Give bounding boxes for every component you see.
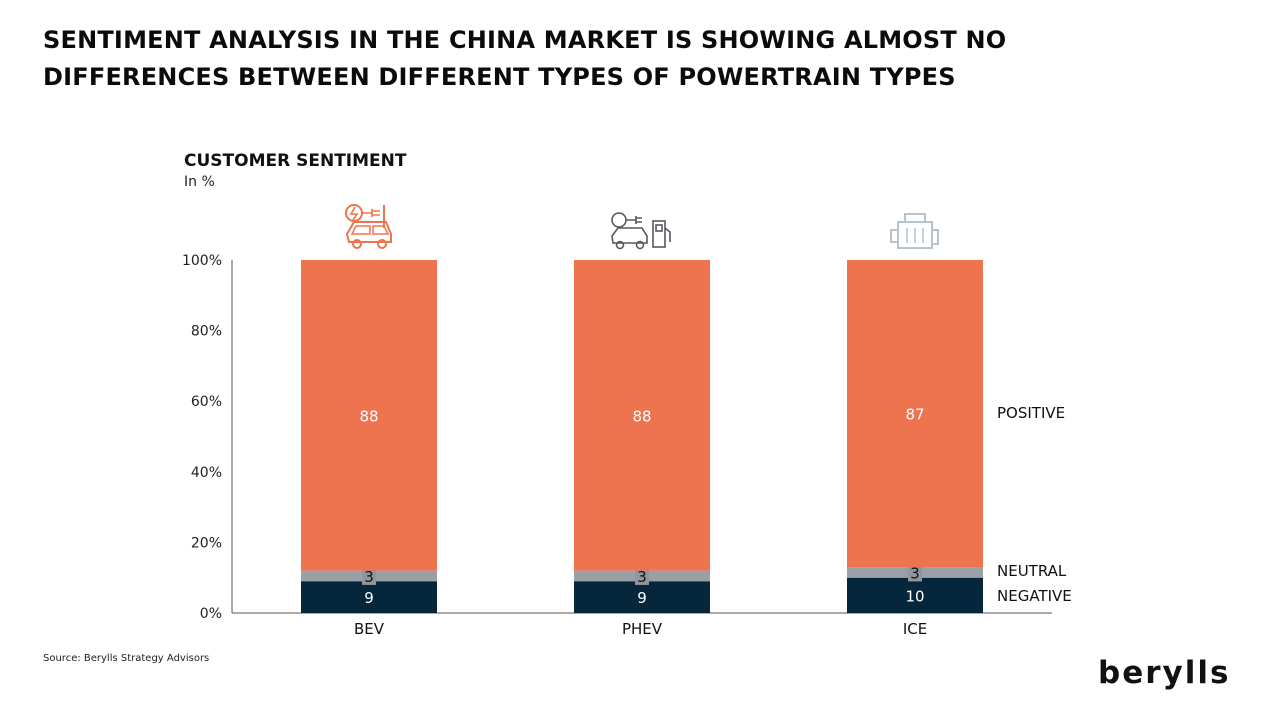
data-label-negative: 9 [364,589,374,607]
y-tick-label: 20% [191,535,222,551]
data-label-negative: 10 [905,587,924,605]
data-label-positive: 88 [632,407,651,425]
data-label-bg [635,566,649,585]
data-label-neutral: 3 [637,568,647,586]
series-label-positive: POSITIVE [997,404,1065,422]
page-headline: SENTIMENT ANALYSIS IN THE CHINA MARKET I… [43,26,1007,91]
chart-title: CUSTOMER SENTIMENT [184,151,407,171]
data-label-negative: 9 [637,589,647,607]
series-label-negative: NEGATIVE [997,587,1072,605]
data-label-bg [362,566,376,585]
data-label-positive: 88 [359,407,378,425]
ev-charging-car-icon [345,204,392,249]
bar-segment-negative [301,581,437,613]
x-tick-label: PHEV [622,620,663,638]
bar-segment-positive [301,260,437,571]
bar-segment-positive [574,260,710,571]
berylls-logo: berylls [1098,655,1231,691]
bar-segment-negative [574,581,710,613]
y-tick-label: 80% [191,324,222,340]
source-note: Source: Berylls Strategy Advisors [43,653,210,664]
plug-in-hybrid-car-icon [611,212,671,250]
bar-segment-negative [847,577,983,613]
y-tick-label: 40% [191,465,222,481]
chart-unit-label: In % [184,174,215,190]
y-tick-label: 100% [182,253,222,269]
data-label-bg [908,563,922,582]
y-tick-label: 60% [191,394,222,410]
x-tick-label: ICE [903,620,927,638]
bar-segment-positive [847,260,983,568]
y-tick-label: 0% [200,606,222,622]
series-label-neutral: NEUTRAL [997,562,1067,580]
x-tick-label: BEV [354,620,385,638]
data-label-neutral: 3 [364,568,374,586]
data-label-neutral: 3 [910,564,920,582]
data-label-positive: 87 [905,406,924,424]
combustion-engine-icon [890,213,939,249]
